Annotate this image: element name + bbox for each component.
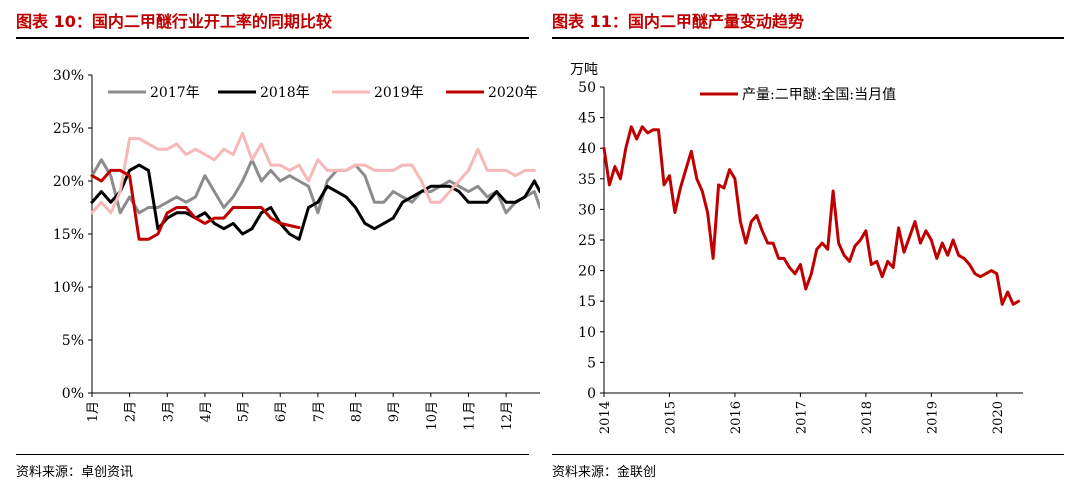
series-line-2020年 <box>90 168 301 241</box>
x-tick-label: 2017 <box>794 401 809 434</box>
y-tick-label: 50 <box>578 80 596 96</box>
y-tick-label: 20 <box>578 264 596 280</box>
y-tick-label: 25 <box>578 233 596 249</box>
y-tick-label: 25% <box>53 121 84 137</box>
right-header-rule <box>552 37 1064 39</box>
legend-label: 2019年 <box>374 85 424 101</box>
y-tick-label: 35 <box>578 172 596 188</box>
right-chart-title: 图表 11：国内二甲醚产量变动趋势 <box>552 12 804 31</box>
series-line-production <box>602 125 1021 306</box>
y-axis-unit-label: 万吨 <box>570 62 598 78</box>
x-tick-label: 6月 <box>274 401 289 422</box>
legend-label: 产量:二甲醚:全国:当月值 <box>742 86 896 103</box>
x-tick-label: 2014 <box>598 401 613 434</box>
x-tick-label: 12月 <box>500 401 515 431</box>
y-tick-label: 0% <box>62 386 84 402</box>
x-tick-label: 2018 <box>860 401 875 434</box>
left-source-note: 资料来源：卓创资讯 <box>16 465 134 480</box>
legend-label: 2020年 <box>488 85 538 101</box>
y-tick-label: 5% <box>62 333 84 349</box>
y-tick-label: 30% <box>53 68 84 84</box>
x-tick-label: 8月 <box>350 401 365 422</box>
y-tick-label: 5 <box>587 355 596 371</box>
y-tick-label: 20% <box>53 174 84 190</box>
x-tick-label: 2020 <box>991 401 1006 434</box>
production-trend-chart: 0 5 10 15 20 25 30 35 40 45 50 万吨 2014 2015 2016 2017 20… <box>570 62 1023 434</box>
x-tick-label: 3月 <box>161 401 176 422</box>
left-chart-title: 图表 10：国内二甲醚行业开工率的同期比较 <box>16 12 332 31</box>
y-tick-label: 40 <box>578 141 596 157</box>
x-tick-label: 7月 <box>312 401 327 422</box>
operating-rate-chart: 0% 5% 10% 15% 20% 25% 30% 1月 2月 3月 4月 5月 6月 7月 8月 9月 10月… <box>53 68 540 431</box>
x-tick-label: 2016 <box>729 401 744 434</box>
x-tick-label: 11月 <box>462 401 477 431</box>
y-tick-label: 30 <box>578 202 596 218</box>
y-tick-label: 45 <box>578 111 596 127</box>
left-header-rule <box>16 37 529 39</box>
x-tick-label: 2015 <box>663 401 678 434</box>
right-footer-rule <box>552 454 1064 455</box>
legend-label: 2018年 <box>260 85 310 101</box>
y-tick-label: 10% <box>53 280 84 296</box>
series-line-2017年 <box>90 158 540 215</box>
series-line-2019年 <box>90 131 536 215</box>
series-line-2018年 <box>90 163 540 241</box>
right-source-note: 资料来源：金联创 <box>552 465 657 480</box>
y-tick-label: 15% <box>53 227 84 243</box>
x-tick-label: 2019 <box>925 401 940 434</box>
left-footer-rule <box>16 454 529 455</box>
x-tick-label: 10月 <box>425 401 440 431</box>
x-tick-label: 2月 <box>124 401 139 422</box>
legend-label: 2017年 <box>150 85 200 101</box>
y-tick-label: 10 <box>578 325 596 341</box>
x-tick-label: 1月 <box>86 401 101 422</box>
y-tick-label: 15 <box>578 294 596 310</box>
x-tick-label: 4月 <box>199 401 214 422</box>
y-tick-label: 0 <box>587 386 596 402</box>
x-tick-label: 5月 <box>237 401 252 422</box>
x-tick-label: 9月 <box>387 401 402 422</box>
